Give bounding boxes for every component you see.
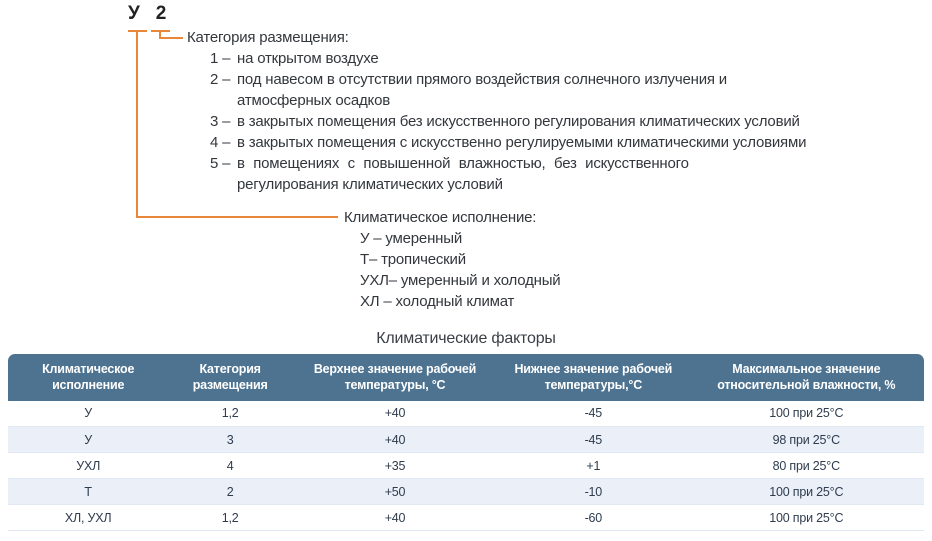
category-item-3-number: 3 – bbox=[210, 113, 231, 130]
category-item-1: 1 – на открытом воздухе bbox=[210, 48, 807, 69]
climatic-factors-section: Климатические факторы Климатическое испо… bbox=[8, 330, 924, 531]
category-item-3-text: в закрытых помещения без искусственного … bbox=[237, 113, 800, 130]
table-cell: У bbox=[8, 400, 169, 427]
category-item-4-text: в закрытых помещения с искусственно регу… bbox=[237, 134, 807, 151]
table-cell: 2 bbox=[168, 478, 292, 505]
table-cell: 1,2 bbox=[168, 504, 292, 531]
table-cell: +50 bbox=[291, 478, 499, 505]
table-cell: +40 bbox=[291, 504, 499, 531]
connector-horizontal-climate bbox=[136, 216, 338, 218]
marking-code: У 2 bbox=[128, 3, 166, 25]
climate-item-4: ХЛ – холодный климат bbox=[360, 293, 515, 310]
category-item-2: 2 – под навесом в отсутствии прямого воз… bbox=[210, 69, 807, 111]
climate-section-title: Климатическое исполнение: bbox=[344, 209, 537, 226]
category-item-1-number: 1 – bbox=[210, 50, 231, 67]
marking-climate-code: У bbox=[128, 3, 140, 24]
table-cell: -60 bbox=[498, 504, 689, 531]
table-cell: 4 bbox=[168, 452, 292, 479]
table-cell: ХЛ, УХЛ bbox=[8, 504, 169, 531]
category-item-2-number: 2 – bbox=[210, 71, 231, 88]
header-cell-upper-temp: Верхнее значение рабочей температуры, °С bbox=[291, 354, 499, 401]
header-cell-category: Категория размещения bbox=[168, 354, 292, 401]
table-cell: 1,2 bbox=[168, 400, 292, 427]
table-cell: -45 bbox=[498, 400, 689, 427]
connector-horizontal-category bbox=[159, 37, 183, 39]
table-row: УХЛ 4 +35 +1 80 при 25°С bbox=[8, 452, 924, 479]
table-cell: +35 bbox=[291, 452, 499, 479]
category-item-4: 4 – в закрытых помещения с искусственно … bbox=[210, 132, 807, 153]
table-row: У 3 +40 -45 98 при 25°С bbox=[8, 426, 924, 453]
climate-item-3: УХЛ– умеренный и холодный bbox=[360, 272, 561, 289]
header-cell-max-humidity: Максимальное значение относительной влаж… bbox=[688, 354, 924, 401]
category-item-1-text: на открытом воздухе bbox=[237, 50, 379, 67]
category-item-5: 5 – в помещениях с повышенной влажностью… bbox=[210, 153, 807, 195]
table-cell: 80 при 25°С bbox=[688, 452, 924, 479]
table-cell: 100 при 25°С bbox=[688, 400, 924, 427]
category-item-4-number: 4 – bbox=[210, 134, 231, 151]
header-cell-climate: Климатическое исполнение bbox=[8, 354, 169, 401]
table-cell: 100 при 25°С bbox=[688, 478, 924, 505]
climate-item-1: У – умеренный bbox=[360, 230, 463, 247]
category-item-5-number: 5 – bbox=[210, 155, 231, 172]
climate-section: Климатическое исполнение: У – умеренный … bbox=[344, 207, 764, 312]
connector-vertical-category bbox=[159, 30, 161, 39]
table-cell: 3 bbox=[168, 426, 292, 453]
category-list: 1 – на открытом воздухе 2 – под навесом … bbox=[210, 48, 807, 195]
header-cell-lower-temp: Нижнее значение рабочей температуры,°С bbox=[498, 354, 689, 401]
table-cell: -45 bbox=[498, 426, 689, 453]
marking-category-code: 2 bbox=[155, 3, 167, 24]
table-cell: 100 при 25°С bbox=[688, 504, 924, 531]
table-row: У 1,2 +40 -45 100 при 25°С bbox=[8, 400, 924, 427]
table-row: Т 2 +50 -10 100 при 25°С bbox=[8, 478, 924, 505]
table-cell: -10 bbox=[498, 478, 689, 505]
category-item-5-text: в помещениях с повышенной влажностью, бе… bbox=[237, 155, 689, 193]
table-row: ХЛ, УХЛ 1,2 +40 -60 100 при 25°С bbox=[8, 504, 924, 531]
table-cell: +1 bbox=[498, 452, 689, 479]
climatic-factors-table: Климатическое исполнение Категория разме… bbox=[8, 354, 924, 531]
table-cell: 98 при 25°С bbox=[688, 426, 924, 453]
connector-vertical-climate bbox=[136, 30, 138, 218]
table-cell: +40 bbox=[291, 426, 499, 453]
table-cell: +40 bbox=[291, 400, 499, 427]
table-title: Климатические факторы bbox=[376, 330, 556, 347]
category-item-2-text: под навесом в отсутствии прямого воздейс… bbox=[237, 71, 727, 109]
table-cell: У bbox=[8, 426, 169, 453]
category-section-title: Категория размещения: bbox=[187, 29, 349, 46]
climate-item-2: Т– тропический bbox=[360, 251, 466, 268]
table-header-row: Климатическое исполнение Категория разме… bbox=[8, 354, 924, 401]
category-section: Категория размещения: 1 – на открытом во… bbox=[187, 27, 807, 195]
category-item-3: 3 – в закрытых помещения без искусственн… bbox=[210, 111, 807, 132]
table-cell: Т bbox=[8, 478, 169, 505]
table-cell: УХЛ bbox=[8, 452, 169, 479]
